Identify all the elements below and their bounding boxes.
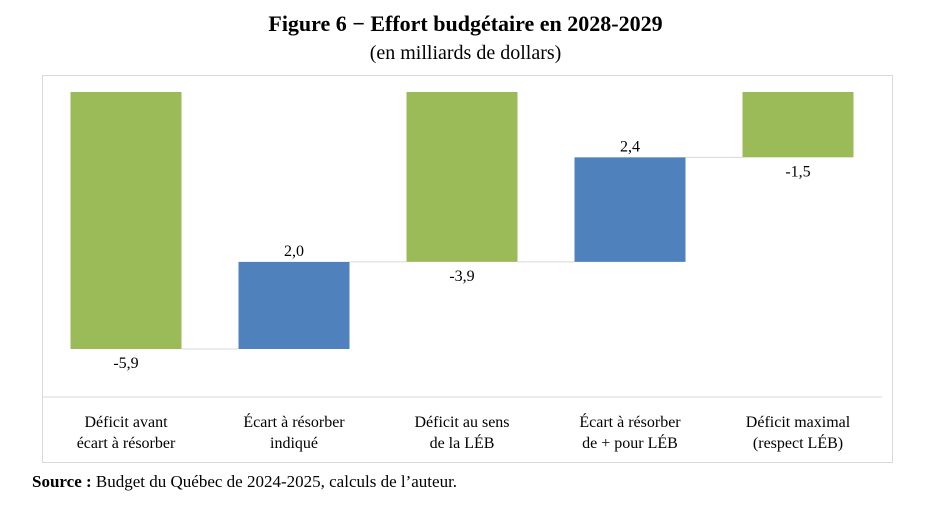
category-label-line: écart à résorber (76, 435, 176, 452)
category-label-4: Écart à résorber de + pour LÉB (546, 412, 714, 454)
source-label: Source : (32, 472, 92, 491)
data-label-2: 2,0 (284, 243, 304, 260)
category-label-line: Déficit au sens (414, 414, 510, 431)
category-label-line: de + pour LÉB (582, 435, 678, 452)
bar-1 (70, 92, 182, 349)
bar-4 (574, 157, 686, 262)
category-label-line: Déficit maximal (745, 414, 851, 431)
bar-3 (406, 92, 518, 262)
category-label-line: Écart à résorber (243, 414, 345, 431)
category-label-line: Déficit avant (84, 414, 168, 431)
category-label-2: Écart à résorber indiqué (210, 412, 378, 454)
data-label-1: -5,9 (113, 355, 138, 372)
bar-5 (742, 92, 854, 158)
category-label-line: (respect LÉB) (752, 435, 844, 452)
category-label-3: Déficit au sens de la LÉB (378, 412, 546, 454)
chart-title: Figure 6 − Effort budgétaire en 2028-202… (268, 11, 663, 36)
waterfall-chart: -5,9 2,0 -3,9 2,4 -1,5 (42, 92, 882, 398)
category-label-line: de la LÉB (429, 435, 495, 452)
data-label-3: -3,9 (449, 268, 474, 285)
data-label-5: -1,5 (785, 163, 810, 180)
category-label-line: indiqué (270, 435, 318, 452)
chart-frame (42, 75, 893, 463)
category-label-1: Déficit avant écart à résorber (42, 412, 210, 454)
source-note: Source : Budget du Québec de 2024-2025, … (32, 471, 457, 493)
category-label-line: Écart à résorber (579, 414, 681, 431)
bar-2 (238, 261, 350, 349)
category-label-5: Déficit maximal (respect LÉB) (714, 412, 882, 454)
source-text: Budget du Québec de 2024-2025, calculs d… (91, 472, 458, 491)
data-label-4: 2,4 (620, 138, 640, 155)
chart-subtitle: (en milliards de dollars) (369, 42, 562, 64)
